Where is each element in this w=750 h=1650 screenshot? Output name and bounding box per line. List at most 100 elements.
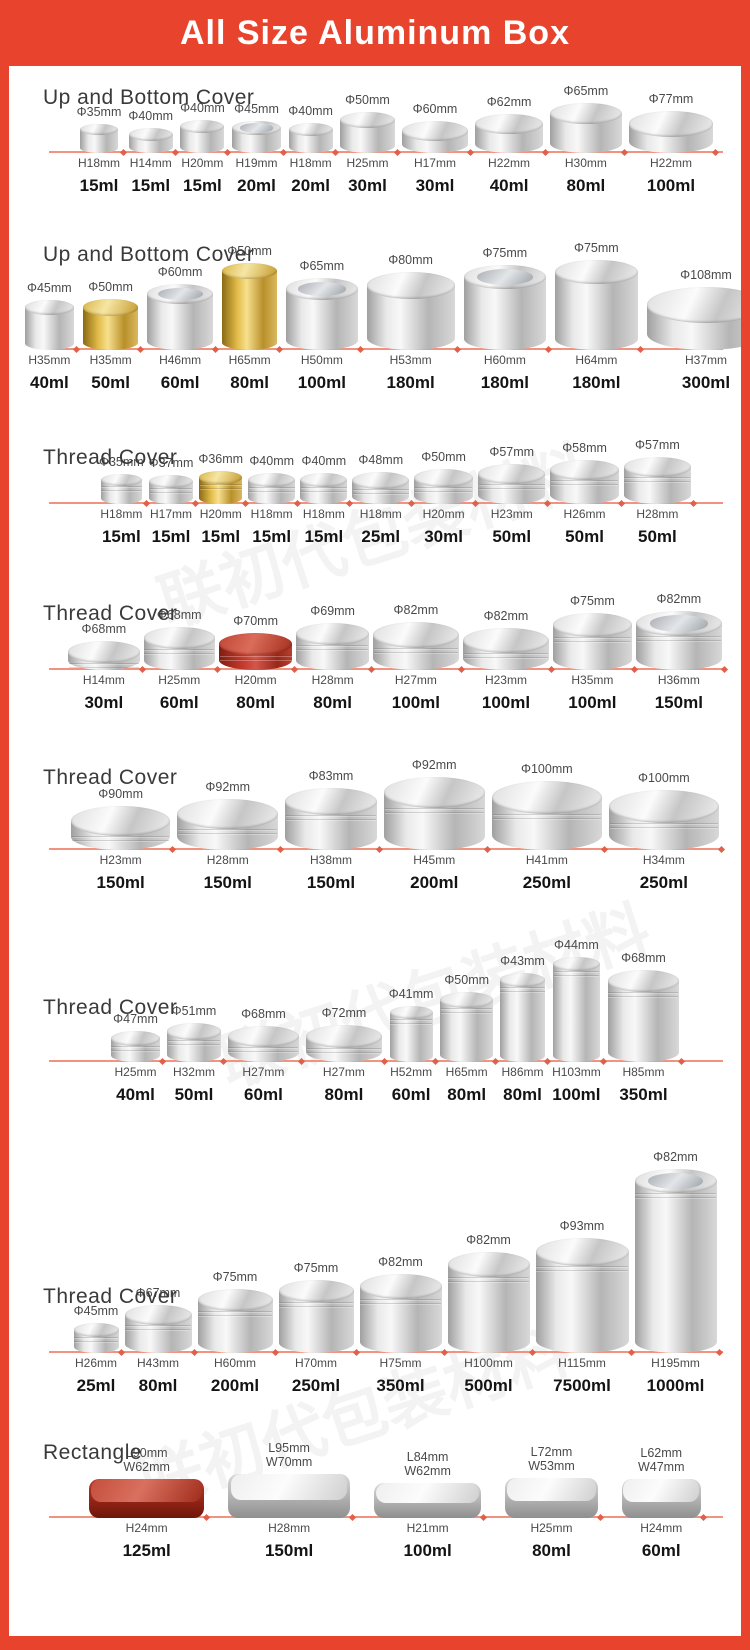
tin-lid (535, 1237, 629, 1266)
product-section: Rectangle L90mm W62mm H24mm 125ml L95mm W70mm H… (19, 1441, 731, 1562)
tin-item: Φ100mm H34mm 250ml (608, 771, 719, 894)
tin-image (478, 463, 546, 504)
diameter-label: Φ47mm (113, 1011, 158, 1026)
tin-item: L72mm W53mm H25mm 80ml (505, 1445, 598, 1563)
thread-rings (389, 1018, 433, 1026)
height-label: H28mm (268, 1521, 311, 1536)
tin-item: Φ44mm H103mm 100ml (552, 938, 601, 1106)
volume-label: 180ml (480, 373, 529, 393)
diameter-label: Φ69mm (310, 604, 355, 619)
section-title: Up and Bottom Cover (43, 86, 255, 109)
thread-rings (144, 648, 215, 656)
tin-image (100, 474, 142, 504)
tin-lid (180, 120, 225, 134)
height-label: H26mm (563, 506, 606, 521)
rect-box-lid (623, 1478, 700, 1502)
volume-label: 50ml (638, 526, 677, 546)
length-label: L62mm (640, 1445, 683, 1460)
volume-label: 250ml (639, 873, 688, 893)
tin-item: Φ57mm H28mm 50ml (623, 438, 692, 547)
diameter-label: Φ82mm (393, 603, 439, 618)
volume-label: 15ml (79, 175, 119, 195)
section-title: Thread Cover (43, 766, 178, 790)
tin-item: Φ41mm H52mm 60ml (389, 987, 434, 1106)
volume-label: 60ml (391, 1084, 431, 1104)
thread-rings (353, 488, 409, 496)
tin-body (535, 1251, 629, 1353)
thread-rings (178, 829, 278, 837)
height-label: H14mm (129, 155, 172, 170)
lid-window (476, 269, 533, 285)
height-label: H45mm (413, 853, 456, 868)
tin-lid (401, 120, 468, 141)
volume-label: 40ml (29, 373, 69, 393)
thread-rings (478, 483, 545, 491)
volume-label: 60ml (641, 1541, 681, 1561)
tin-item: Φ75mm H70mm 250ml (278, 1261, 354, 1397)
volume-label: 100ml (391, 693, 440, 713)
tin-item: Φ60mm H46mm 60ml (147, 265, 214, 394)
diameter-label: Φ60mm (412, 101, 458, 116)
diameter-label: Φ82mm (653, 1149, 698, 1164)
diameter-label: Φ75mm (574, 240, 619, 255)
tin-image (110, 1030, 161, 1062)
diameter-label: Φ77mm (648, 92, 694, 107)
height-label: H35mm (28, 353, 71, 368)
tin-body (634, 1181, 717, 1353)
volume-label: 80ml (236, 693, 276, 713)
rect-box-image (89, 1478, 205, 1519)
tin-image (414, 468, 474, 504)
volume-label: 80ml (313, 693, 352, 713)
thread-rings (608, 991, 679, 999)
lid-window (239, 123, 274, 133)
height-label: H41mm (525, 853, 568, 868)
tin-lid (553, 613, 632, 637)
volume-label: 30ml (424, 526, 463, 546)
height-label: H18mm (302, 506, 345, 521)
height-label: H24mm (640, 1521, 683, 1536)
tin-lid (628, 111, 714, 137)
diameter-label: Φ50mm (345, 92, 390, 107)
volume-label: 80ml (503, 1084, 542, 1104)
thread-rings (198, 1311, 272, 1319)
tin-body (463, 276, 547, 351)
volume-label: 150ml (654, 693, 703, 713)
length-label: L90mm (125, 1445, 168, 1460)
height-label: H20mm (199, 506, 242, 521)
diameter-label: Φ72mm (321, 1005, 367, 1020)
tin-item: L95mm W70mm H28mm 150ml (228, 1441, 350, 1562)
volume-label: 50ml (492, 526, 532, 546)
tin-image (227, 1025, 300, 1062)
height-label: H20mm (234, 673, 277, 688)
tin-image (359, 1274, 442, 1353)
height-label: H52mm (390, 1064, 433, 1079)
tin-item: Φ77mm H22mm 100ml (628, 92, 714, 196)
product-section: Up and Bottom Cover Φ45mm H35mm 40ml Φ50mm H3… (19, 240, 741, 394)
height-label: H20mm (422, 506, 465, 521)
tin-lid (167, 1023, 221, 1040)
thread-rings (609, 823, 718, 831)
tin-item: Φ40mm H18mm 15ml (300, 454, 348, 547)
tin-lid (285, 787, 377, 816)
tin-image (635, 610, 722, 671)
height-label: H64mm (575, 353, 618, 368)
diameter-label: Φ51mm (171, 1004, 217, 1019)
tin-image (24, 300, 75, 351)
tin-lid (555, 259, 638, 285)
thread-rings (635, 1193, 716, 1201)
tin-image (553, 957, 600, 1062)
tin-image (607, 970, 680, 1062)
tin-image (646, 287, 741, 351)
tin-image (491, 781, 602, 851)
tin-image (149, 475, 193, 504)
tin-item: Φ35mm H18mm 15ml (99, 455, 144, 548)
diameter-label: Φ37mm (148, 456, 194, 471)
tin-image (300, 473, 348, 504)
tin-row: Φ90mm H23mm 150ml Φ92mm H28mm 150ml Φ83mm H38mm… (19, 758, 731, 894)
tin-item: Φ50mm H35mm 50ml (83, 280, 139, 394)
height-label: H25mm (114, 1064, 157, 1079)
diameter-label: Φ57mm (489, 444, 535, 459)
tin-image (474, 113, 544, 153)
tin-lid (68, 641, 140, 663)
tin-item: Φ75mm H60mm 200ml (197, 1270, 273, 1397)
